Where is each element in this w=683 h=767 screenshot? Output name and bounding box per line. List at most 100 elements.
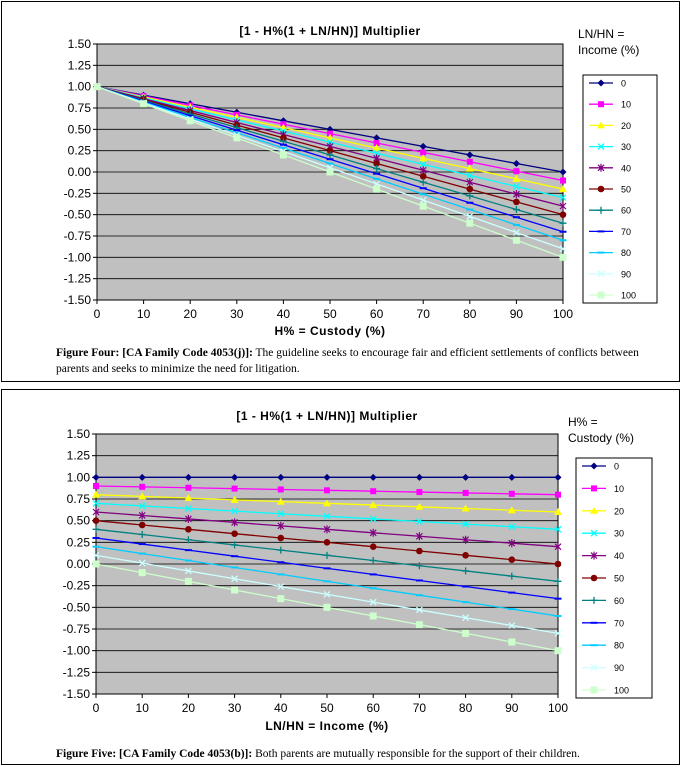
series-markers (93, 83, 567, 261)
data-point (559, 211, 567, 218)
data-point (508, 638, 516, 646)
data-point (419, 178, 427, 186)
figure-four-caption: Figure Four: [CA Family Code 4053(j)]: T… (56, 345, 669, 377)
data-point (554, 542, 562, 551)
data-point (279, 137, 287, 145)
series-markers (92, 508, 562, 551)
data-point (466, 151, 474, 159)
data-point (140, 100, 148, 108)
data-point (277, 546, 285, 554)
x-axis-label: H% = Custody (%) (274, 324, 385, 338)
data-point (184, 473, 192, 481)
data-point (598, 101, 604, 108)
legend-label: 80 (621, 248, 631, 258)
data-point (508, 622, 516, 629)
x-tick-label: 30 (230, 307, 244, 321)
legend-marker (597, 121, 605, 129)
y-tick-label: -0.25 (63, 579, 91, 593)
legend-marker (597, 143, 605, 151)
data-point (233, 134, 241, 142)
x-tick-label: 20 (184, 307, 198, 321)
data-point (92, 517, 100, 524)
data-point (466, 158, 473, 165)
data-point (554, 629, 562, 637)
data-point (415, 502, 424, 510)
data-point (415, 532, 423, 541)
legend-marker (598, 101, 604, 108)
data-point (419, 202, 427, 210)
legend-label: 40 (621, 163, 631, 173)
data-point (597, 121, 605, 129)
legend-marker (597, 206, 605, 214)
data-point (416, 547, 423, 555)
data-point (555, 491, 561, 498)
legend-marker (591, 485, 597, 492)
data-point (369, 598, 377, 606)
legend-label: 90 (614, 663, 624, 673)
series-markers (92, 490, 562, 515)
data-point (231, 507, 239, 515)
x-tick-label: 50 (320, 701, 334, 715)
data-point (324, 487, 330, 494)
legend-marker (597, 270, 605, 278)
data-point (597, 185, 605, 193)
x-tick-label: 10 (136, 701, 150, 715)
legend-marker (590, 686, 598, 694)
legend-label: 40 (614, 551, 624, 561)
x-tick-label: 30 (228, 701, 242, 715)
data-point (372, 144, 381, 152)
data-point (513, 168, 520, 175)
data-point (559, 168, 567, 176)
data-point (277, 486, 284, 493)
data-point (466, 192, 474, 200)
data-point (184, 536, 192, 544)
legend-label: 100 (614, 686, 629, 696)
y-tick-label: 0.25 (68, 144, 92, 158)
figure-five-caption: Figure Five: [CA Family Code 4053(b)]: B… (56, 746, 669, 762)
data-point (184, 514, 192, 523)
data-point (597, 163, 605, 172)
data-point (466, 178, 474, 187)
series-markers (92, 525, 562, 585)
data-point (373, 149, 381, 157)
legend-label: 0 (621, 79, 626, 89)
y-tick-label: 0.50 (68, 122, 92, 136)
x-tick-label: 80 (463, 307, 477, 321)
data-point (512, 183, 520, 190)
legend-title: Income (%) (578, 43, 639, 57)
legend-label: 70 (621, 227, 631, 237)
data-point (138, 473, 146, 481)
data-point (326, 133, 334, 141)
data-point (277, 583, 285, 590)
x-tick-label: 80 (459, 701, 473, 715)
data-point (507, 506, 516, 514)
data-point (184, 494, 193, 502)
data-point (554, 508, 562, 515)
data-point (326, 147, 334, 154)
series-markers (92, 517, 562, 568)
x-tick-label: 90 (510, 307, 524, 321)
data-point (597, 206, 605, 214)
caption-label: Figure Five: [CA Family Code 4053(b)]: (56, 748, 253, 760)
y-tick-label: 1.50 (68, 37, 92, 51)
y-tick-label: -0.75 (64, 229, 92, 243)
data-point (323, 603, 331, 611)
y-tick-label: 1.00 (68, 80, 92, 94)
legend-label: 60 (614, 596, 624, 606)
legend-marker (590, 664, 598, 672)
data-point (231, 586, 239, 594)
legend-title: Custody (%) (568, 431, 634, 445)
legend-label: 50 (614, 574, 624, 584)
data-point (416, 489, 423, 496)
data-point (512, 206, 520, 214)
series-markers (92, 551, 562, 637)
data-point (554, 647, 562, 655)
data-point (373, 160, 380, 167)
series-markers (92, 473, 562, 481)
data-point (554, 560, 562, 568)
series-markers (92, 537, 562, 600)
data-point (369, 473, 377, 481)
y-tick-label: 1.50 (67, 427, 91, 441)
data-point (369, 515, 377, 523)
legend-label: 70 (614, 618, 624, 628)
